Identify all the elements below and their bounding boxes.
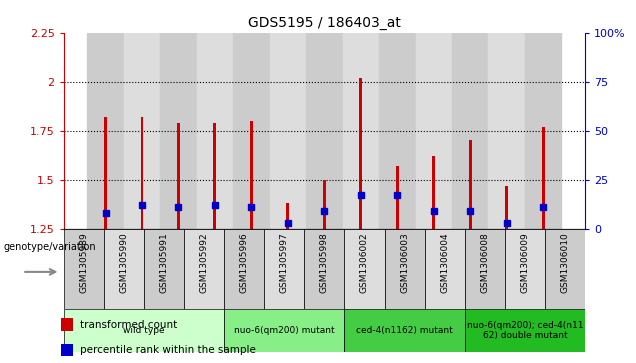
- Bar: [250, 121, 253, 229]
- Bar: [425, 229, 465, 309]
- Bar: [104, 229, 144, 309]
- Bar: [359, 78, 363, 229]
- Bar: [345, 229, 385, 309]
- Bar: [545, 229, 585, 309]
- Text: nuo-6(qm200); ced-4(n11
62) double mutant: nuo-6(qm200); ced-4(n11 62) double mutan…: [467, 321, 583, 340]
- Text: transformed count: transformed count: [80, 320, 177, 330]
- Bar: [61, 344, 73, 356]
- Bar: [224, 309, 345, 352]
- Bar: [465, 309, 585, 352]
- Bar: [306, 33, 343, 229]
- Bar: [465, 229, 505, 309]
- Title: GDS5195 / 186403_at: GDS5195 / 186403_at: [248, 16, 401, 30]
- Text: GSM1306010: GSM1306010: [560, 233, 570, 293]
- Text: GSM1305989: GSM1305989: [79, 233, 88, 293]
- Text: GSM1306003: GSM1306003: [400, 233, 409, 293]
- Text: GSM1305991: GSM1305991: [160, 233, 169, 293]
- Bar: [343, 33, 379, 229]
- Bar: [87, 33, 124, 229]
- Bar: [542, 127, 544, 229]
- Bar: [505, 185, 508, 229]
- Bar: [233, 33, 270, 229]
- Text: GSM1305990: GSM1305990: [120, 233, 128, 293]
- Bar: [124, 33, 160, 229]
- Bar: [224, 229, 264, 309]
- Text: GSM1306004: GSM1306004: [440, 233, 449, 293]
- Text: GSM1305998: GSM1305998: [320, 233, 329, 293]
- Bar: [469, 140, 472, 229]
- Text: GSM1306002: GSM1306002: [360, 233, 369, 293]
- Text: GSM1305996: GSM1305996: [240, 233, 249, 293]
- Bar: [415, 33, 452, 229]
- Text: GSM1305992: GSM1305992: [200, 233, 209, 293]
- Text: genotype/variation: genotype/variation: [3, 242, 96, 252]
- Bar: [396, 166, 399, 229]
- Text: GSM1305997: GSM1305997: [280, 233, 289, 293]
- Bar: [525, 33, 562, 229]
- Bar: [385, 229, 425, 309]
- Bar: [345, 309, 465, 352]
- Text: GSM1306008: GSM1306008: [480, 233, 489, 293]
- Text: GSM1306009: GSM1306009: [520, 233, 529, 293]
- Bar: [160, 33, 197, 229]
- Bar: [184, 229, 224, 309]
- Bar: [197, 33, 233, 229]
- Bar: [304, 229, 345, 309]
- Bar: [214, 123, 216, 229]
- Bar: [141, 117, 144, 229]
- Bar: [505, 229, 545, 309]
- Bar: [64, 309, 224, 352]
- Bar: [144, 229, 184, 309]
- Bar: [64, 229, 104, 309]
- Text: wild type: wild type: [123, 326, 165, 335]
- Bar: [323, 180, 326, 229]
- Bar: [177, 123, 180, 229]
- Text: ced-4(n1162) mutant: ced-4(n1162) mutant: [356, 326, 453, 335]
- Bar: [264, 229, 304, 309]
- Bar: [452, 33, 488, 229]
- Bar: [270, 33, 306, 229]
- Bar: [104, 117, 107, 229]
- Text: percentile rank within the sample: percentile rank within the sample: [80, 345, 256, 355]
- Text: nuo-6(qm200) mutant: nuo-6(qm200) mutant: [234, 326, 335, 335]
- Bar: [286, 203, 289, 229]
- Bar: [488, 33, 525, 229]
- Bar: [379, 33, 415, 229]
- Bar: [61, 318, 73, 331]
- Bar: [432, 156, 435, 229]
